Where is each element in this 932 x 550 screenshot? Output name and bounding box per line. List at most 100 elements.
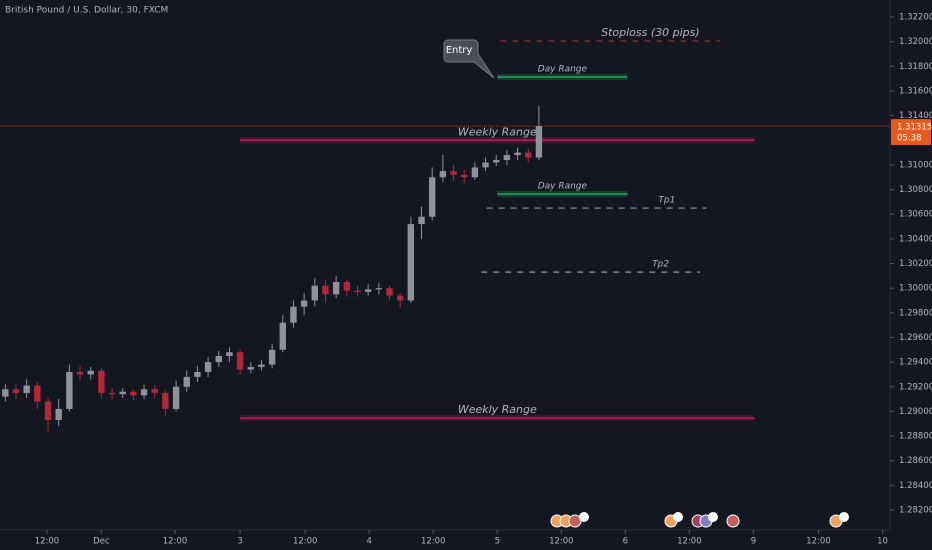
price-tag (891, 119, 931, 146)
y-tick-label: 1.31800 (899, 62, 932, 72)
y-tick-label: 1.28800 (899, 432, 932, 442)
level-label: Weekly Range (458, 403, 537, 416)
entry-callout: Entry (443, 39, 495, 79)
candle-body (332, 282, 340, 295)
candle-body (194, 371, 201, 377)
candle-body (44, 401, 52, 421)
candle-body (66, 371, 73, 409)
y-tick-label: 1.29800 (899, 308, 932, 318)
candle-body (12, 389, 20, 393)
candle-body (461, 174, 468, 178)
candle-body (87, 370, 94, 375)
candle-body (375, 288, 383, 290)
candle-body (514, 152, 521, 156)
x-tick-label: 5 (495, 537, 500, 547)
candle-body (140, 389, 148, 396)
candle-body (418, 216, 425, 225)
y-tick-label: 1.30200 (899, 259, 932, 269)
candle-body (482, 162, 489, 168)
candle-body (215, 355, 222, 363)
candle-body (151, 389, 158, 393)
candle-body (2, 389, 9, 397)
x-tick-label: Dec (93, 537, 110, 547)
candle-body (386, 288, 393, 296)
candle-body (300, 300, 308, 307)
candle-body (108, 392, 116, 395)
candle-body (503, 155, 511, 160)
x-tick-label: 12:00 (293, 537, 318, 547)
level-label: Tp1 (658, 196, 675, 206)
candle-body (535, 126, 543, 158)
x-tick-label: 12:00 (549, 537, 574, 547)
level-label: Tp2 (652, 260, 669, 270)
candle-body (55, 408, 62, 421)
x-tick-label: 4 (367, 537, 372, 547)
x-tick-label: 12:00 (677, 537, 702, 547)
x-tick-label: 12:00 (806, 537, 831, 547)
candle-body (226, 352, 233, 356)
y-tick-label: 1.30000 (899, 284, 932, 294)
callout-shape (443, 39, 495, 79)
candle-body (364, 289, 372, 292)
candle-body (247, 367, 254, 370)
candle-body (407, 224, 415, 301)
level-label: Day Range (538, 65, 588, 75)
candle-body (450, 171, 457, 175)
x-tick-label: 9 (751, 537, 756, 547)
event-icons (550, 512, 849, 528)
callout-text: Entry (446, 45, 473, 56)
candle-body (290, 306, 297, 323)
candle-body (354, 290, 361, 292)
candle-body (439, 171, 447, 178)
candle-body (343, 282, 351, 291)
candle-body (268, 349, 276, 365)
candle-body (493, 159, 500, 163)
candle-body (279, 322, 286, 350)
level-label: Stoploss (30 pips) (601, 26, 700, 39)
x-tick-label: 6 (623, 537, 628, 547)
candle-body (34, 385, 41, 402)
candle-body (183, 376, 190, 387)
candle-body (258, 364, 265, 368)
y-tick-label: 1.29400 (899, 358, 932, 368)
candle-body (162, 392, 169, 409)
y-tick-label: 1.28600 (899, 456, 932, 466)
y-tick-label: 1.29200 (899, 382, 932, 392)
y-tick-label: 1.28200 (899, 506, 932, 516)
candle-body (76, 371, 84, 375)
y-tick-label: 1.30400 (899, 234, 932, 244)
countdown-label: 05:38 (897, 134, 922, 144)
candle-body (119, 391, 126, 395)
candle-body (23, 385, 30, 393)
y-tick-label: 1.29000 (899, 407, 932, 417)
x-tick-label: 3 (237, 537, 242, 547)
level-label: Day Range (538, 182, 588, 192)
x-tick-label: 12:00 (35, 537, 60, 547)
y-tick-label: 1.31400 (899, 111, 932, 121)
candle-body (172, 386, 180, 409)
price-tag-label: 1.31315 (897, 123, 932, 133)
candle-body (98, 370, 105, 393)
x-tick-label: 12:00 (421, 537, 446, 547)
candle-body (311, 285, 319, 301)
y-tick-label: 1.30600 (899, 210, 932, 220)
candle-body (428, 177, 436, 217)
x-tick-label: 12:00 (163, 537, 188, 547)
y-tick-label: 1.31600 (899, 86, 932, 96)
candle-body (204, 362, 212, 372)
candle-body (322, 285, 329, 295)
candle-body (236, 352, 244, 370)
candle-body (525, 152, 532, 158)
candle-body (471, 167, 479, 178)
level-label: Weekly Range (458, 125, 537, 138)
candle-body (130, 391, 137, 396)
candle-body (396, 295, 404, 301)
y-tick-label: 1.29600 (899, 333, 932, 343)
y-tick-label: 1.32200 (899, 13, 932, 23)
y-tick-label: 1.32000 (899, 37, 932, 47)
chart-title: British Pound / U.S. Dollar, 30, FXCM (5, 6, 168, 16)
y-tick-label: 1.31000 (899, 160, 932, 170)
